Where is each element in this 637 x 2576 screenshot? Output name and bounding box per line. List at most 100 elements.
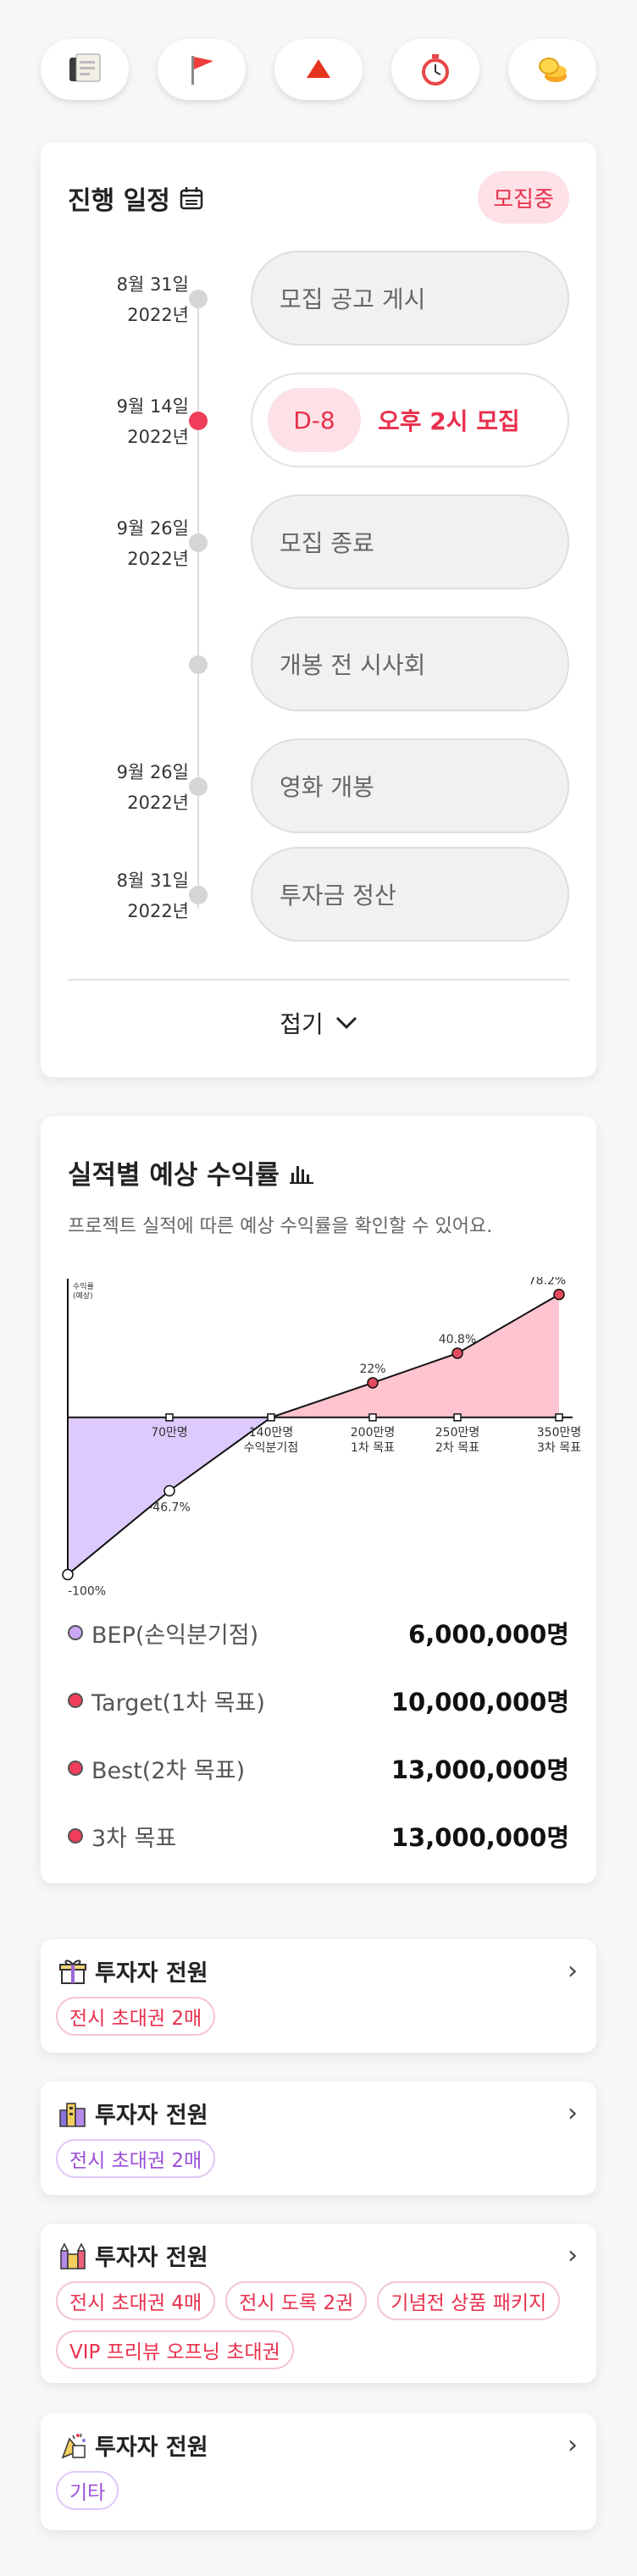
x-tick-label: 350만명 <box>537 1426 581 1440</box>
profit-subtitle: 프로젝트 실적에 따른 예상 수익률을 확인할 수 있어요. <box>68 1216 493 1237</box>
data-label: 40.8% <box>439 1333 476 1346</box>
note-icon-button[interactable] <box>41 39 129 100</box>
timeline-row-active: 9월 14일 2022년 D-8 오후 2시 모집 <box>41 373 596 467</box>
reward-tag: 기타 <box>56 2471 119 2510</box>
timeline-dot-active <box>189 412 208 430</box>
timeline-item: 모집 공고 게시 <box>251 251 569 345</box>
gift-icon <box>59 1959 86 1984</box>
flag-icon-button[interactable] <box>158 39 246 100</box>
timeline-item: 영화 개봉 <box>251 738 569 833</box>
legend-dot-red <box>68 1828 83 1844</box>
legend-label: 3차 목표 <box>91 1825 177 1852</box>
timeline-date: 9월 26일 2022년 <box>116 762 189 813</box>
timeline-date: 8월 31일 2022년 <box>116 871 189 921</box>
negative-area <box>68 1417 271 1575</box>
coins-icon-button[interactable] <box>508 39 596 100</box>
status-badge: 모집중 <box>478 171 569 224</box>
note-icon <box>69 53 101 82</box>
timeline-item: 모집 종료 <box>251 495 569 589</box>
flag-icon <box>191 56 213 85</box>
coins-icon <box>539 58 567 82</box>
triangle-icon <box>307 59 330 78</box>
chevron-right-icon[interactable]: › <box>568 2241 578 2270</box>
triangle-icon-button[interactable] <box>274 39 363 100</box>
timeline-dot <box>189 886 208 904</box>
legend-value: 13,000,000명 <box>391 1823 569 1852</box>
x-tick-sublabel: 1차 목표 <box>351 1441 395 1455</box>
legend-dot-red <box>68 1761 83 1776</box>
city-icon <box>59 2102 86 2127</box>
reward-title: 투자자 전원 <box>95 2435 208 2461</box>
x-tick-label: 70만명 <box>151 1426 188 1440</box>
data-point <box>553 1288 565 1301</box>
y-axis-label: 수익률 <box>73 1281 94 1291</box>
x-tick-marker <box>453 1413 462 1422</box>
timeline-row: 9월 26일 2022년 영화 개봉 <box>41 738 596 833</box>
positive-area <box>271 1294 559 1418</box>
legend-label: Best(2차 목표) <box>91 1757 246 1784</box>
x-tick-sublabel: 수익분기점 <box>244 1441 298 1455</box>
reward-tag: VIP 프리뷰 오프닝 초대권 <box>56 2330 294 2369</box>
schedule-title: 진행 일정 <box>68 180 204 217</box>
timeline-dot <box>189 533 208 552</box>
divider <box>68 979 569 981</box>
data-point <box>367 1377 379 1389</box>
timeline-date: 9월 26일 2022년 <box>116 518 189 569</box>
data-label: -100% <box>68 1584 106 1598</box>
schedule-title-text: 진행 일정 <box>68 186 170 216</box>
timeline-date: 9월 14일 2022년 <box>116 396 189 447</box>
chevron-right-icon[interactable]: › <box>568 1956 578 1986</box>
series-line <box>67 1293 560 1576</box>
legend-value: 6,000,000명 <box>408 1620 569 1649</box>
chevron-right-icon[interactable]: › <box>568 2098 578 2128</box>
reward-tags: 전시 초대권 2매 <box>56 2139 581 2178</box>
reward-tags: 기타 <box>56 2471 581 2510</box>
data-point <box>451 1347 463 1359</box>
data-label: -46.7% <box>148 1501 191 1514</box>
x-tick-sublabel: 2차 목표 <box>435 1441 479 1455</box>
x-tick-label: 140만명 <box>249 1426 293 1440</box>
data-label: 78.2% <box>529 1277 566 1288</box>
timeline-row: 8월 31일 2022년 모집 공고 게시 <box>41 251 596 345</box>
x-tick-sublabel: 3차 목표 <box>537 1441 581 1455</box>
legend-value: 10,000,000명 <box>391 1688 569 1716</box>
reward-card[interactable]: 투자자 전원 › 기타 <box>41 2413 596 2530</box>
legend-dot-red <box>68 1693 83 1708</box>
party-icon <box>61 2433 86 2458</box>
x-tick-marker <box>368 1413 377 1422</box>
legend-target: Target(1차 목표) 10,000,000명 <box>68 1683 569 1717</box>
reward-card[interactable]: 투자자 전원 › 전시 초대권 2매 <box>41 1939 596 2053</box>
x-tick-marker <box>555 1413 563 1422</box>
profit-title: 실적별 예상 수익률 <box>68 1153 313 1191</box>
x-tick-label: 200만명 <box>351 1426 395 1440</box>
profit-title-text: 실적별 예상 수익률 <box>68 1160 280 1191</box>
timeline-dot <box>189 655 208 674</box>
legend-bep: BEP(손익분기점) 6,000,000명 <box>68 1616 569 1650</box>
legend-third: 3차 목표 13,000,000명 <box>68 1819 569 1853</box>
x-tick-marker <box>267 1413 275 1422</box>
reward-tag: 전시 초대권 4매 <box>56 2281 216 2320</box>
timeline-line <box>197 299 199 909</box>
dday-badge: D-8 <box>268 388 361 452</box>
top-icon-row <box>41 39 596 100</box>
timeline-dot <box>189 777 208 796</box>
fold-label: 접기 <box>280 1010 324 1038</box>
data-label: 22% <box>359 1363 385 1376</box>
chevron-down-icon <box>335 1016 357 1030</box>
reward-title: 투자자 전원 <box>95 1960 208 1987</box>
reward-card[interactable]: 투자자 전원 › 전시 초대권 4매 전시 도록 2권 기념전 상품 패키지 V… <box>41 2224 596 2383</box>
chevron-right-icon[interactable]: › <box>568 2430 578 2460</box>
timeline-item: 투자금 정산 <box>251 847 569 942</box>
reward-tags: 전시 초대권 2매 <box>56 1997 581 2036</box>
fold-button[interactable]: 접기 <box>41 1006 596 1040</box>
reward-title: 투자자 전원 <box>95 2245 208 2271</box>
timeline-item: 개봉 전 시사회 <box>251 616 569 711</box>
timeline-row: 8월 31일 2022년 투자금 정산 <box>41 847 596 942</box>
active-schedule-text: 오후 2시 모집 <box>378 407 520 435</box>
y-axis-label-unit: (예상) <box>73 1291 93 1301</box>
castle-icon <box>60 2242 86 2269</box>
legend-label: Target(1차 목표) <box>91 1689 265 1716</box>
stopwatch-icon-button[interactable] <box>391 39 479 100</box>
reward-card[interactable]: 투자자 전원 › 전시 초대권 2매 <box>41 2081 596 2195</box>
